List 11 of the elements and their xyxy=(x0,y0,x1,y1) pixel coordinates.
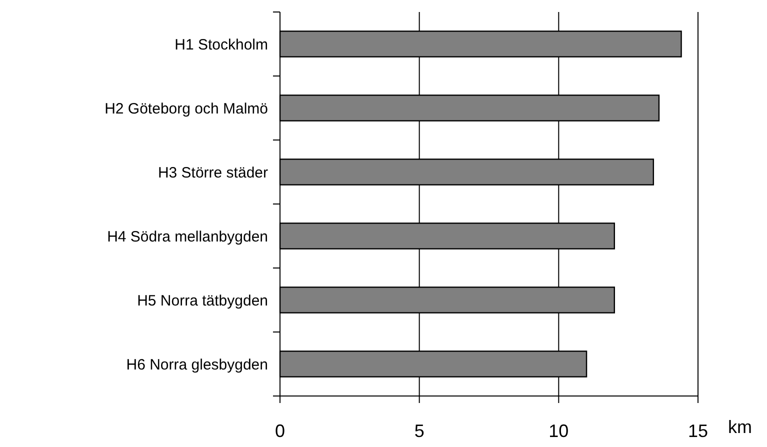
x-tick-label: 0 xyxy=(274,421,286,441)
x-tick-label: 15 xyxy=(688,421,708,441)
x-tick-label: 5 xyxy=(414,421,424,441)
y-tick-label: H6 Norra glesbygden xyxy=(126,356,268,374)
y-tick-label: H4 Södra mellanbygden xyxy=(107,228,268,246)
x-tick-label: 10 xyxy=(548,421,569,441)
x-axis-title: km xyxy=(728,417,752,437)
y-tick-label: H2 Göteborg och Malmö xyxy=(104,100,268,118)
y-tick-label: H5 Norra tätbygden xyxy=(137,292,268,310)
y-tick-label: H3 Större städer xyxy=(158,164,268,182)
y-tick-label: H1 Stockholm xyxy=(174,36,268,54)
